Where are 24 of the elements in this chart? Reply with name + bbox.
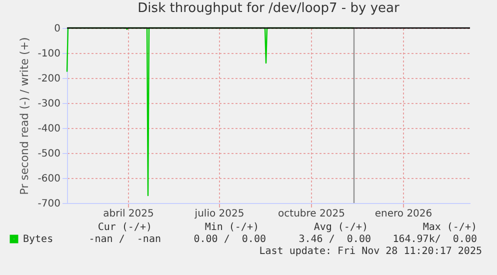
y-axis-title: Pr second read (-) / write (+)	[18, 37, 31, 195]
y-tick-label: 0	[54, 24, 60, 34]
y-tick-label: -300	[38, 98, 60, 110]
text: Max (-/+)	[422, 222, 477, 233]
text: Min (-/+)	[204, 222, 259, 233]
x-tick-label: enero 2026	[374, 208, 432, 220]
text: Cur (-/+)	[98, 222, 152, 233]
text: 164.97k/ 0.00	[392, 234, 477, 245]
text: 3.46 / 0.00	[298, 234, 371, 245]
y-tick-label: -200	[38, 74, 60, 84]
y-tick-label: -600	[38, 174, 60, 184]
chart-title: Disk throughput for /dev/loop7 - by year	[138, 1, 400, 16]
y-tick-label: -100	[38, 48, 60, 60]
text: Last update: Fri Nov 28 11:20:17 2025	[259, 246, 482, 257]
x-tick-label: abril 2025	[103, 208, 154, 220]
text: 0.00 / 0.00	[194, 234, 266, 245]
x-tick-label: octubre 2025	[278, 208, 345, 220]
x-tick-label: julio 2025	[194, 208, 244, 220]
y-tick-label: -400	[38, 124, 60, 134]
text: Avg (-/+)	[314, 222, 368, 233]
legend-label: Bytes	[23, 234, 54, 245]
y-tick-label: -500	[38, 148, 60, 160]
text: -nan / -nan	[88, 234, 161, 245]
y-tick-label: -700	[38, 198, 60, 210]
